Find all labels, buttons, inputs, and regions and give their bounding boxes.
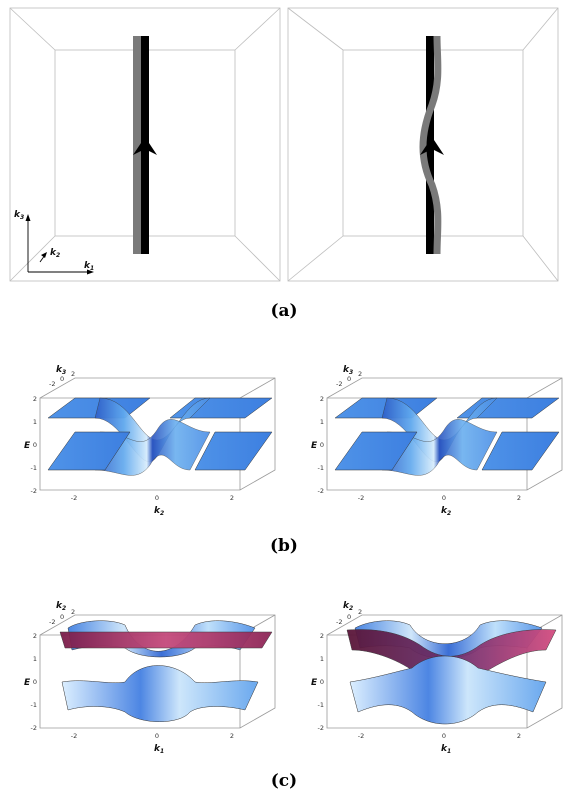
caption-c: (c) — [271, 771, 297, 791]
panel-c: 2 1 0 -1 -2 -2 0 2 -2 0 2 k2 E k1 — [24, 601, 563, 791]
svg-text:2: 2 — [320, 632, 324, 640]
y-label: E — [311, 441, 318, 451]
gray-helix — [419, 35, 442, 255]
depth-label: k3 — [343, 365, 353, 376]
band-crossing-lower — [94, 419, 211, 476]
svg-text:-2: -2 — [49, 618, 55, 626]
yticks-c-right: 2 1 0 -1 -2 — [318, 632, 324, 732]
yticks-b-right: 2 1 0 -1 -2 — [318, 395, 324, 495]
svg-text:2: 2 — [71, 370, 75, 378]
panel-b: 2 1 0 -1 -2 -2 0 2 -2 0 2 k3 E k2 — [24, 365, 563, 556]
svg-text:0: 0 — [347, 613, 351, 621]
band-lower-left — [334, 431, 418, 471]
svg-text:0: 0 — [60, 613, 64, 621]
depth-ticks-b-right: -2 0 2 — [336, 370, 362, 388]
svg-text:0: 0 — [155, 732, 159, 740]
svg-text:-2: -2 — [71, 494, 77, 502]
svg-text:-2: -2 — [318, 487, 324, 495]
depth-label: k2 — [343, 601, 353, 612]
svg-text:-2: -2 — [31, 487, 37, 495]
svg-text:-2: -2 — [336, 618, 342, 626]
svg-text:2: 2 — [517, 494, 521, 502]
xticks-b-right: -2 0 2 — [358, 494, 521, 502]
svg-text:-2: -2 — [336, 380, 342, 388]
svg-text:1: 1 — [33, 418, 37, 426]
k1-label: k1 — [84, 261, 94, 272]
depth-ticks-c-left: -2 0 2 — [49, 608, 75, 626]
depth-label: k2 — [56, 601, 66, 612]
depth-ticks-c-right: -2 0 2 — [336, 608, 362, 626]
svg-text:-1: -1 — [31, 464, 37, 472]
svg-text:1: 1 — [33, 655, 37, 663]
depth-label: k3 — [56, 365, 66, 376]
svg-text:0: 0 — [33, 441, 37, 449]
plot-c-left: 2 1 0 -1 -2 -2 0 2 -2 0 2 k2 E k1 — [24, 601, 276, 755]
svg-text:0: 0 — [442, 494, 446, 502]
x-label: k2 — [154, 506, 164, 517]
xticks-c-left: -2 0 2 — [71, 732, 234, 740]
svg-text:0: 0 — [320, 678, 324, 686]
svg-text:-1: -1 — [318, 464, 324, 472]
svg-text:2: 2 — [230, 494, 234, 502]
cube-left: k3 k2 k1 — [9, 7, 281, 282]
y-label: E — [311, 678, 318, 688]
svg-text:2: 2 — [230, 732, 234, 740]
lower-band — [349, 655, 547, 725]
svg-text:-2: -2 — [358, 494, 364, 502]
svg-text:2: 2 — [358, 608, 362, 616]
svg-text:0: 0 — [33, 678, 37, 686]
y-label: E — [24, 678, 31, 688]
svg-text:-2: -2 — [318, 724, 324, 732]
axis-triad: k3 k2 k1 — [14, 210, 94, 275]
cube-right — [287, 7, 559, 282]
svg-text:-2: -2 — [49, 380, 55, 388]
svg-text:-2: -2 — [358, 732, 364, 740]
k2-label: k2 — [50, 248, 60, 259]
svg-text:0: 0 — [320, 441, 324, 449]
x-label: k2 — [441, 506, 451, 517]
svg-text:0: 0 — [442, 732, 446, 740]
arrow-up-icon — [133, 137, 157, 155]
svg-text:2: 2 — [33, 395, 37, 403]
yticks-c-left: 2 1 0 -1 -2 — [31, 632, 37, 732]
svg-text:2: 2 — [517, 732, 521, 740]
band-lower-left — [47, 431, 131, 471]
plot-c-right: 2 1 0 -1 -2 -2 0 2 -2 0 2 k2 E k1 — [311, 601, 563, 755]
arrow-up-icon — [420, 137, 444, 155]
band-lower-right — [194, 431, 273, 471]
k3-label: k3 — [14, 210, 24, 221]
svg-text:0: 0 — [155, 494, 159, 502]
svg-text:2: 2 — [71, 608, 75, 616]
x-label: k1 — [441, 744, 451, 755]
plot-b-right: 2 1 0 -1 -2 -2 0 2 -2 0 2 k3 E k2 — [311, 365, 563, 517]
caption-a: (a) — [270, 301, 297, 321]
svg-text:2: 2 — [358, 370, 362, 378]
xticks-c-right: -2 0 2 — [358, 732, 521, 740]
svg-text:1: 1 — [320, 418, 324, 426]
svg-text:-2: -2 — [31, 724, 37, 732]
svg-text:-2: -2 — [71, 732, 77, 740]
svg-text:-1: -1 — [318, 701, 324, 709]
band-crossing-lower — [381, 419, 498, 476]
svg-text:0: 0 — [60, 375, 64, 383]
svg-text:0: 0 — [347, 375, 351, 383]
panel-a: k3 k2 k1 (a) — [9, 7, 559, 321]
caption-b: (b) — [270, 536, 298, 556]
lower-band — [61, 665, 259, 722]
yticks-b-left: 2 1 0 -1 -2 — [31, 395, 37, 495]
x-label: k1 — [154, 744, 164, 755]
svg-text:1: 1 — [320, 655, 324, 663]
plot-b-left: 2 1 0 -1 -2 -2 0 2 -2 0 2 k3 E k2 — [24, 365, 276, 517]
y-label: E — [24, 441, 31, 451]
xticks-b-left: -2 0 2 — [71, 494, 234, 502]
band-lower-right — [481, 431, 560, 471]
gray-line — [133, 36, 141, 254]
svg-text:2: 2 — [320, 395, 324, 403]
depth-ticks-b-left: -2 0 2 — [49, 370, 75, 388]
magenta-band — [59, 631, 273, 649]
svg-text:2: 2 — [33, 632, 37, 640]
svg-text:-1: -1 — [31, 701, 37, 709]
